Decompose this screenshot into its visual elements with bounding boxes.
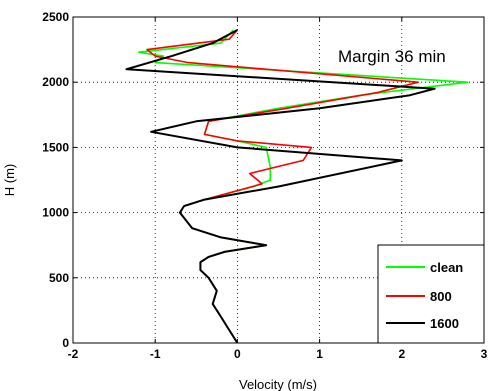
legend-label-800: 800 [430,289,452,304]
y-tick-label: 0 [62,336,69,350]
legend: clean 800 1600 [377,244,485,344]
y-tick-label: 2500 [42,10,69,24]
series-line-1600 [125,29,436,344]
legend-label-1600: 1600 [430,316,459,331]
y-tick-label: 500 [49,271,69,285]
grid [73,17,484,343]
x-tick-label: -1 [150,347,161,361]
x-tick-label: 3 [481,347,488,361]
x-tick-label: 0 [234,347,241,361]
ticks: -2 -1 0 1 2 3 0 500 1000 1500 2000 2500 [42,10,487,361]
annotation-margin: Margin 36 min [338,47,446,66]
y-tick-label: 2000 [42,75,69,89]
y-tick-label: 1500 [42,140,69,154]
x-tick-label: 1 [316,347,323,361]
y-tick-label: 1000 [42,206,69,220]
x-tick-label: -2 [68,347,79,361]
series-group [125,29,469,344]
x-tick-label: 2 [398,347,405,361]
x-axis-label: Velocity (m/s) [239,377,317,391]
legend-box [377,244,485,344]
y-axis-label: H (m) [2,164,17,197]
legend-label-clean: clean [430,260,463,275]
